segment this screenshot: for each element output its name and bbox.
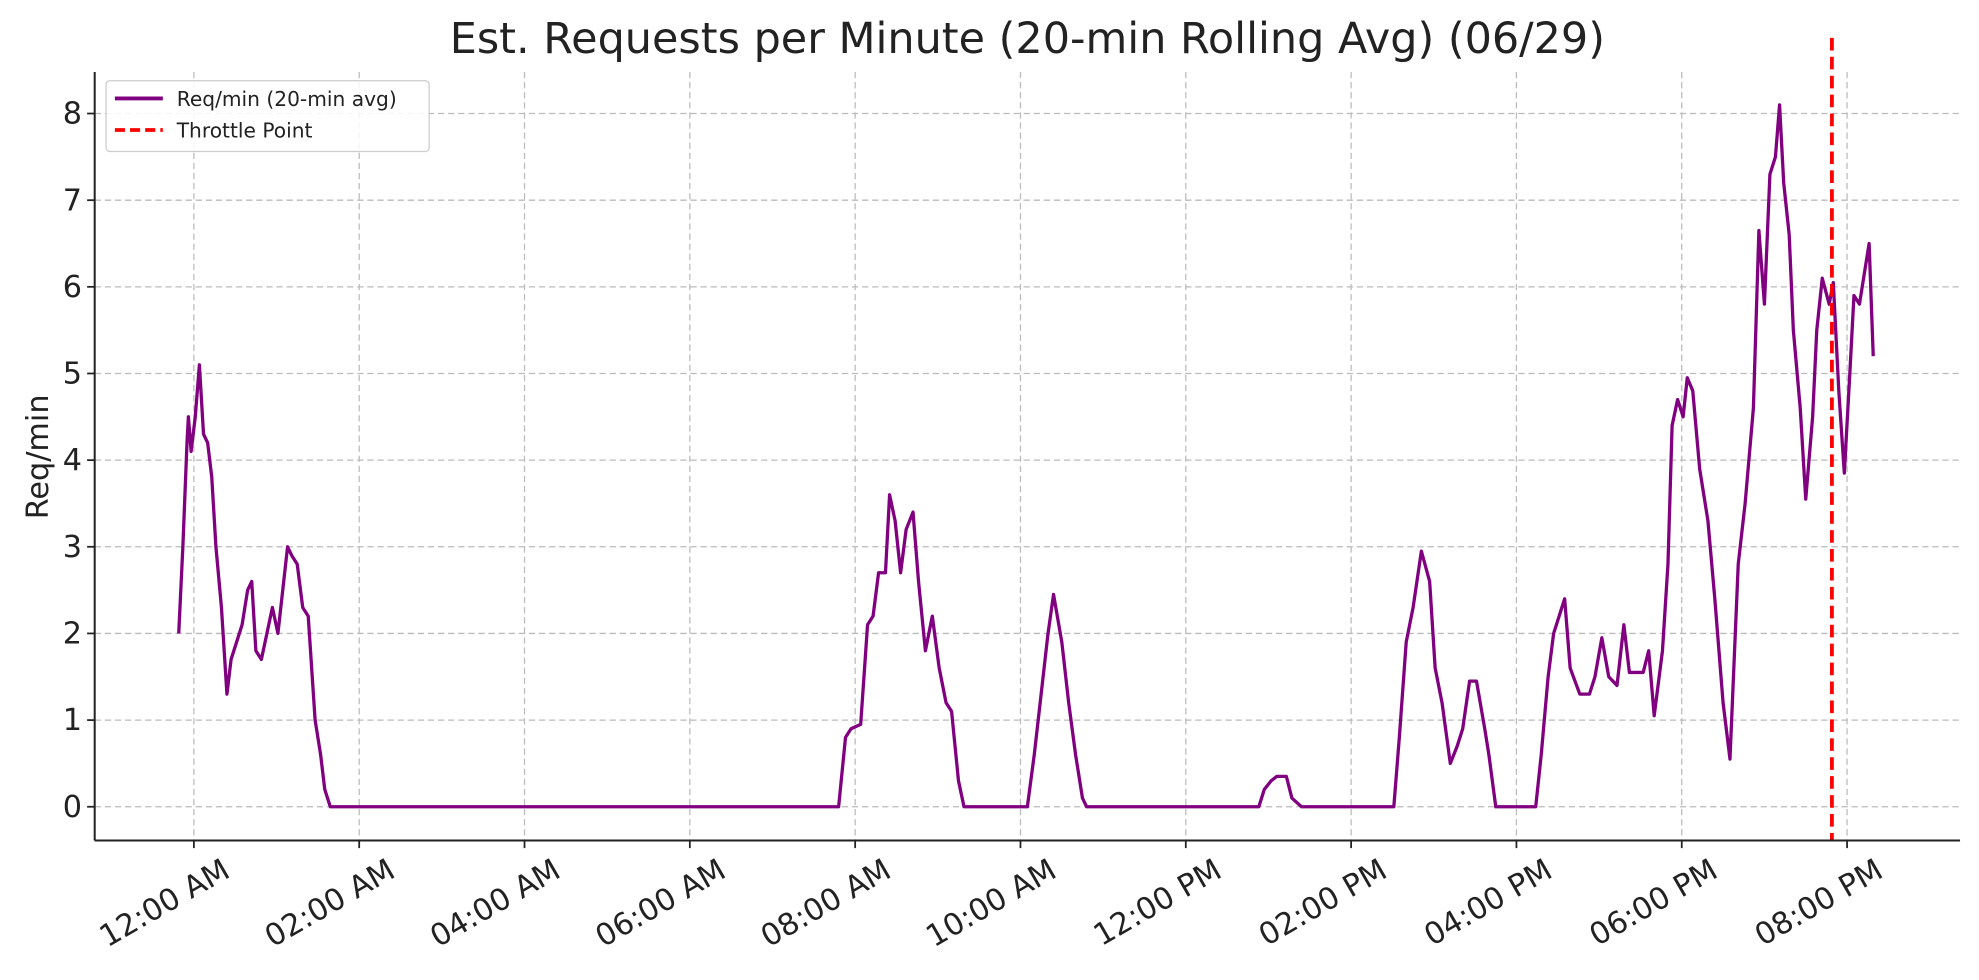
- legend-label: Throttle Point: [176, 119, 313, 143]
- chart-title: Est. Requests per Minute (20-min Rolling…: [450, 14, 1605, 64]
- x-tick-label: 04:00 AM: [424, 852, 566, 954]
- y-tick-label: 4: [63, 443, 82, 478]
- x-tick-label: 02:00 PM: [1253, 852, 1393, 953]
- x-tick-label: 04:00 PM: [1418, 852, 1558, 953]
- y-tick-label: 5: [63, 357, 82, 392]
- x-tick-label: 02:00 AM: [259, 852, 401, 954]
- legend-box: [105, 80, 430, 153]
- x-tick-label: 08:00 PM: [1749, 852, 1889, 953]
- y-axis-label: Req/min: [21, 394, 56, 519]
- legend-label: Req/min (20-min avg): [177, 87, 397, 111]
- legend: Req/min (20-min avg) Throttle Point: [105, 80, 430, 153]
- y-tick-label: 0: [63, 790, 82, 825]
- x-tick-label: 12:00 AM: [94, 852, 236, 954]
- plot: [177, 37, 1875, 841]
- x-tick-label: 10:00 AM: [920, 852, 1062, 954]
- x-tick-label: 08:00 AM: [755, 852, 897, 954]
- grid: 0 1 2 3 4 5 6 7 8 12:00 AM 02:00 AM 04:00 AM 06:00 A…: [63, 71, 1961, 955]
- y-tick-label: 6: [63, 270, 82, 305]
- y-tick-label: 3: [63, 530, 82, 565]
- y-tick-label: 8: [63, 97, 82, 132]
- y-tick-label: 2: [63, 617, 82, 652]
- data-line: [177, 103, 1875, 809]
- y-tick-label: 7: [63, 183, 82, 218]
- x-tick-label: 06:00 AM: [590, 852, 732, 954]
- x-tick-label: 06:00 PM: [1584, 852, 1724, 953]
- y-tick-label: 1: [63, 703, 82, 738]
- x-tick-label: 12:00 PM: [1088, 852, 1228, 953]
